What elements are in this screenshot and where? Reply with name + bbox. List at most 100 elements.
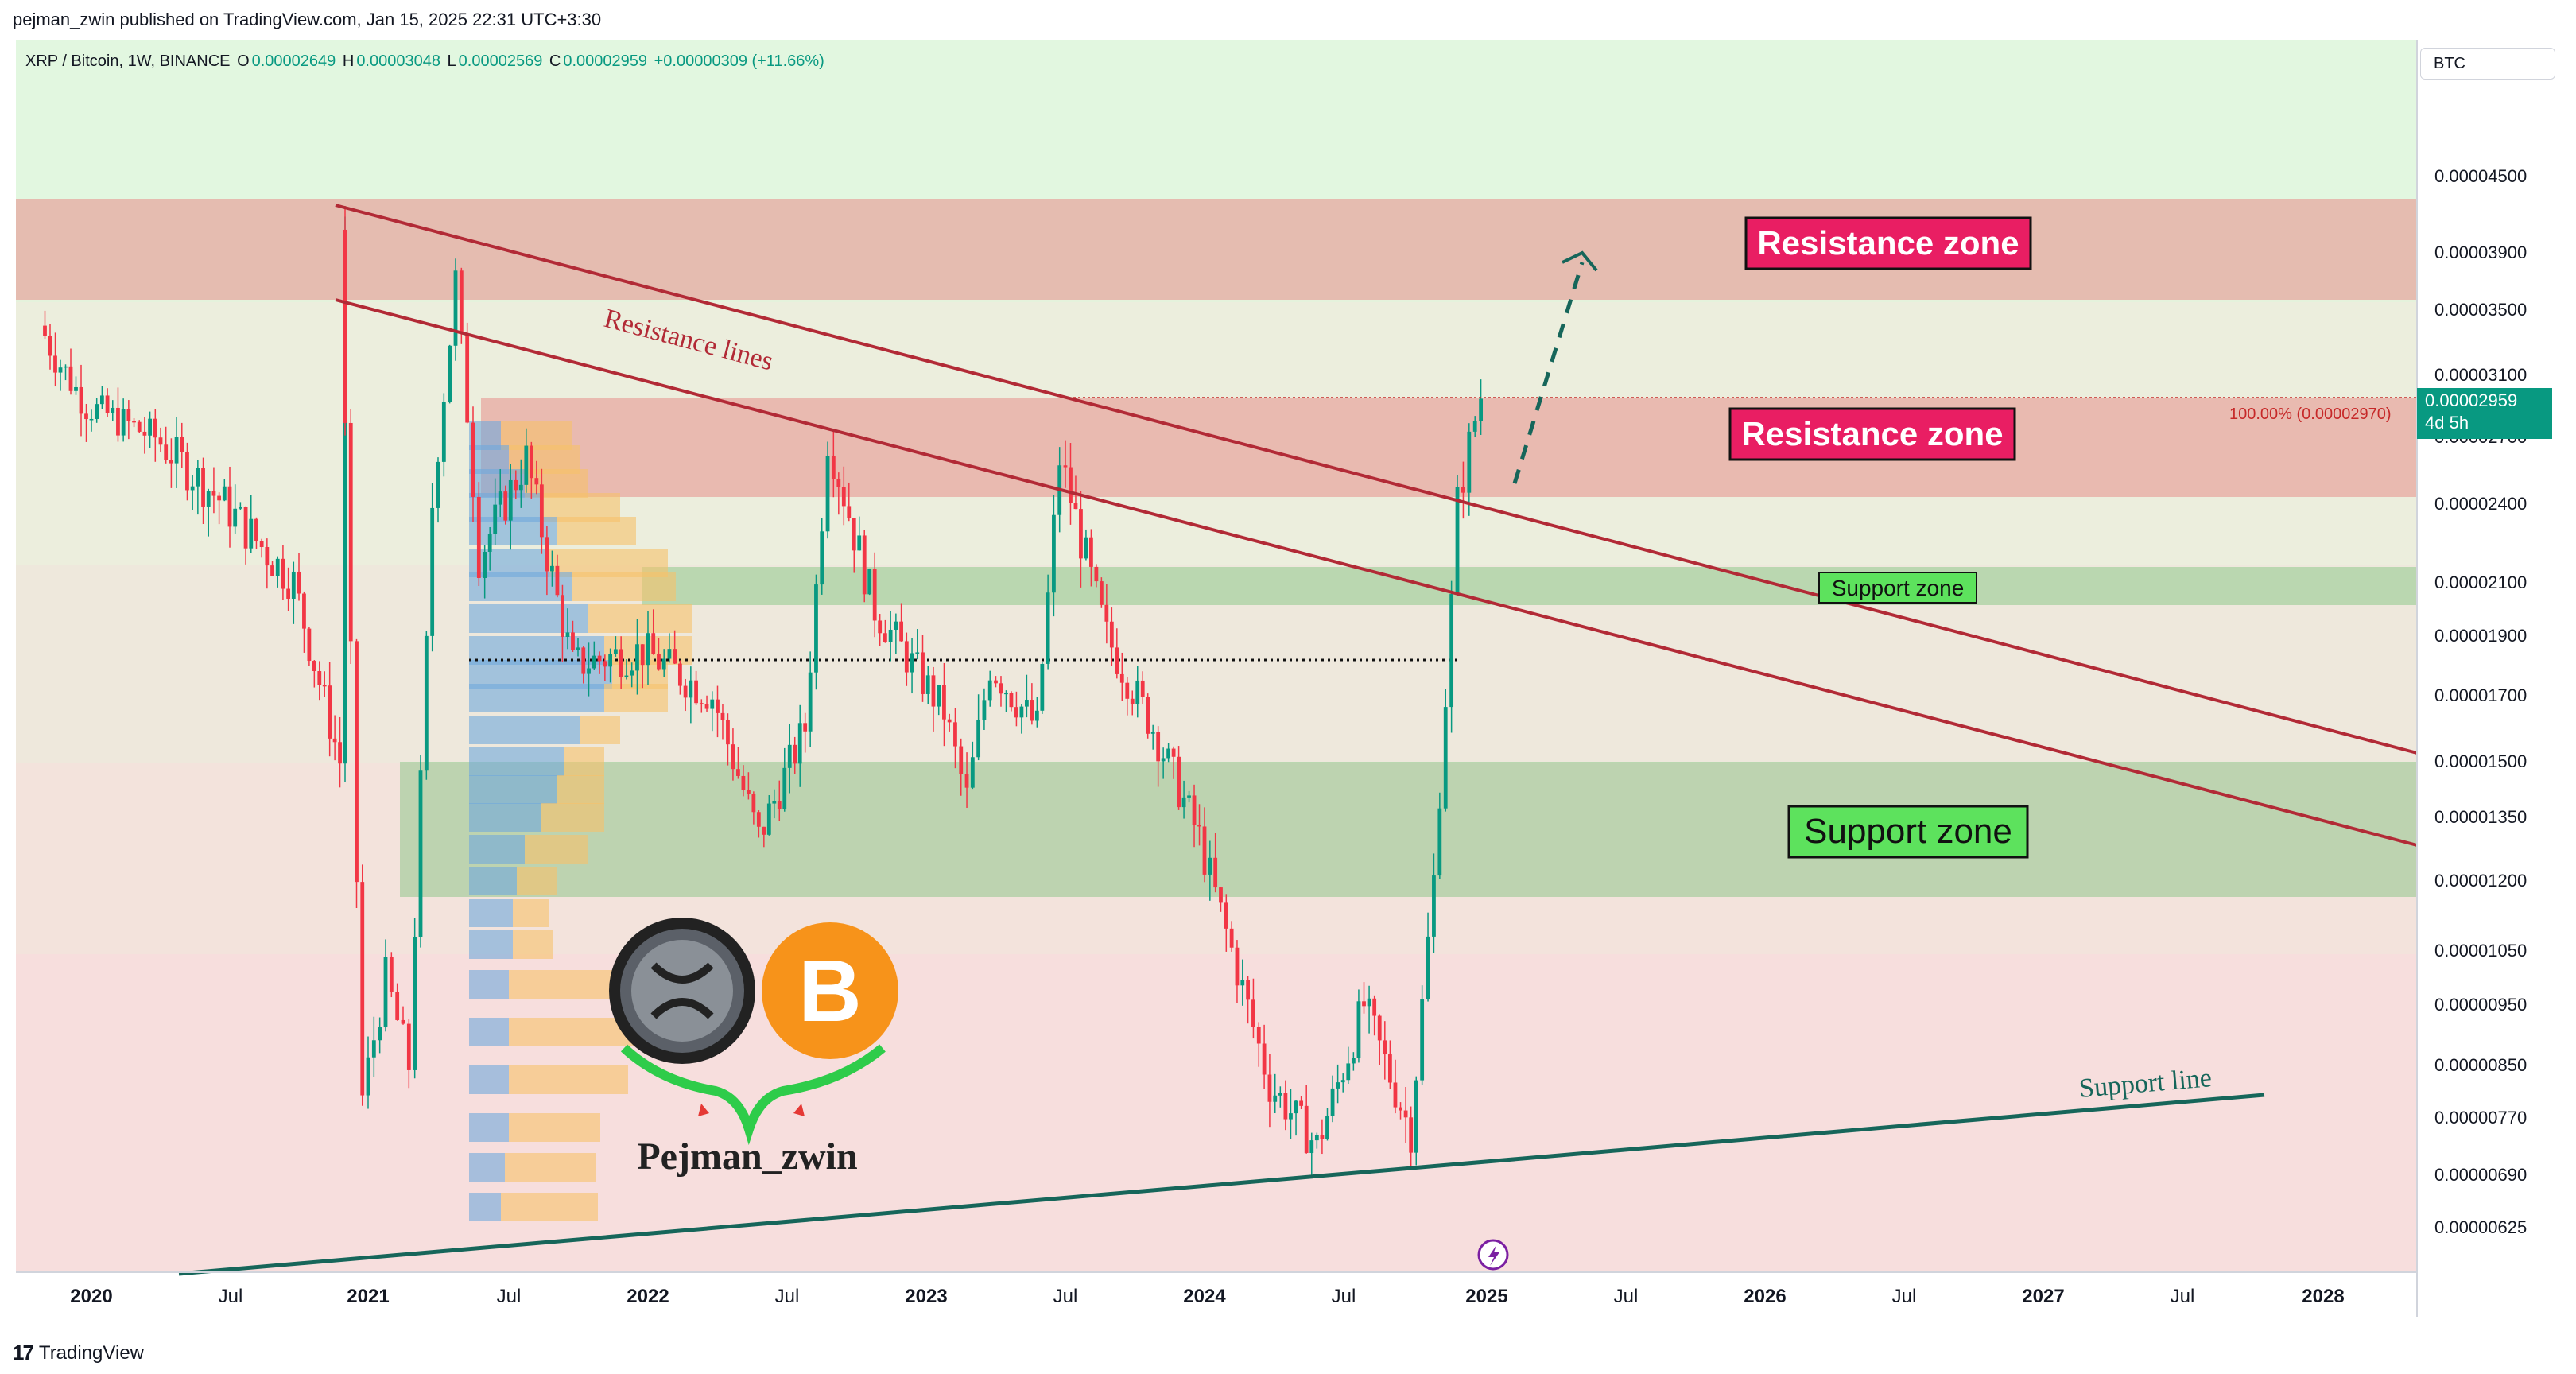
footer-brand[interactable]: 17 TradingView (13, 1341, 144, 1365)
candle-body (418, 770, 423, 937)
candle-body (99, 395, 104, 405)
candle-body (587, 668, 591, 674)
candle-body (1426, 936, 1430, 999)
candle-body (787, 744, 792, 768)
x-tick-label: 2025 (1465, 1286, 1507, 1307)
candle-body (751, 794, 756, 813)
candle-body (1325, 1116, 1329, 1139)
time-axis[interactable]: 2020 Jul 2021 Jul 2022 Jul 2023 Jul 2024 Jul 2025 J… (70, 1286, 2344, 1307)
candle-body (959, 746, 964, 774)
candle-body (1119, 673, 1124, 683)
candle-body (270, 565, 274, 576)
candle-body (1432, 875, 1436, 937)
candle-body (762, 826, 766, 835)
candle-body (1171, 748, 1176, 757)
candle-body (592, 655, 596, 669)
x-tick-label: 2021 (347, 1286, 389, 1307)
x-tick-label: 2024 (1183, 1286, 1226, 1307)
volume-bar-down (557, 517, 636, 545)
svg-text:Resistance zone: Resistance zone (1757, 224, 2019, 262)
candle-body (275, 558, 280, 576)
candle-body (597, 655, 602, 662)
candle-body (1340, 1080, 1345, 1083)
candle-body (1320, 1135, 1325, 1139)
legend-low-label: L (447, 52, 456, 70)
candle-body (211, 491, 216, 496)
candle-body (862, 535, 867, 595)
candle-body (883, 633, 887, 642)
volume-bar-up (469, 835, 525, 864)
candle-body (646, 633, 650, 666)
candle-body (667, 649, 672, 659)
volume-bar-up (469, 604, 588, 633)
candle-body (206, 491, 211, 507)
x-tick-label: Jul (497, 1286, 522, 1307)
candle-body (1052, 514, 1056, 593)
candle-body (931, 675, 936, 707)
volume-bar-up (469, 867, 517, 895)
candle-body (1246, 980, 1251, 1000)
price-axis[interactable]: 0.00004500 0.00003900 0.00003500 0.00003100… (2434, 166, 2527, 1237)
candle-body (1479, 398, 1484, 421)
x-tick-label: Jul (1332, 1286, 1356, 1307)
candle-body (772, 801, 777, 804)
candle-body (328, 685, 332, 739)
candle-body (79, 386, 83, 414)
candle-body (1166, 748, 1171, 759)
candle-body (1387, 1054, 1392, 1083)
candle-body (1009, 693, 1014, 708)
candle-body (683, 685, 688, 698)
volume-bar-up (469, 970, 509, 999)
volume-bar-down (513, 930, 553, 959)
volume-bar-up (469, 684, 604, 712)
candle-body (395, 992, 400, 1020)
candle-body (121, 409, 126, 436)
candle-body (406, 1023, 411, 1070)
currency-button[interactable]: BTC (2420, 48, 2555, 80)
candle-body (565, 632, 570, 637)
y-tick-label: 0.00001700 (2434, 685, 2527, 705)
candle-body (366, 1057, 370, 1096)
volume-bar-down (541, 803, 604, 832)
candle-body (581, 647, 586, 674)
candle-body (756, 812, 761, 827)
candle-body (265, 547, 270, 566)
candle-body (348, 422, 353, 642)
support-zone-upper (642, 567, 2417, 605)
candle-body (1224, 902, 1228, 929)
candle-body (1069, 467, 1073, 503)
candle-body (126, 409, 131, 421)
candle-body (68, 366, 73, 391)
candle-body (174, 437, 179, 464)
candle-body (1014, 707, 1018, 718)
candle-body (1377, 1015, 1382, 1041)
candle-body (1449, 594, 1454, 708)
candle-body (1472, 421, 1477, 432)
candle-body (217, 495, 222, 501)
x-tick-label: 2027 (2022, 1286, 2064, 1307)
candle-body (1356, 1001, 1361, 1058)
candle-body (64, 366, 68, 368)
volume-bar-down (509, 970, 620, 999)
legend-symbol[interactable]: XRP / Bitcoin, 1W, BINANCE (25, 52, 231, 70)
lightning-icon[interactable] (1477, 1239, 1509, 1271)
volume-bar-up (469, 747, 564, 776)
candle-body (710, 699, 715, 709)
candle-body (1115, 647, 1119, 674)
candle-body (782, 767, 787, 809)
volume-bar-up (469, 930, 513, 959)
candle-body (1181, 797, 1186, 808)
candle-body (1019, 706, 1024, 718)
candle-body (651, 633, 656, 654)
candle-body (286, 588, 291, 599)
candle-body (550, 565, 554, 572)
candle-body (1262, 1043, 1267, 1075)
candle-body (1414, 1080, 1418, 1153)
candle-body (233, 508, 238, 527)
volume-bar-down (572, 572, 676, 601)
candle-body (689, 680, 693, 698)
candle-body (1346, 1063, 1351, 1081)
candle-body (1443, 707, 1448, 809)
candle-body (576, 647, 580, 650)
